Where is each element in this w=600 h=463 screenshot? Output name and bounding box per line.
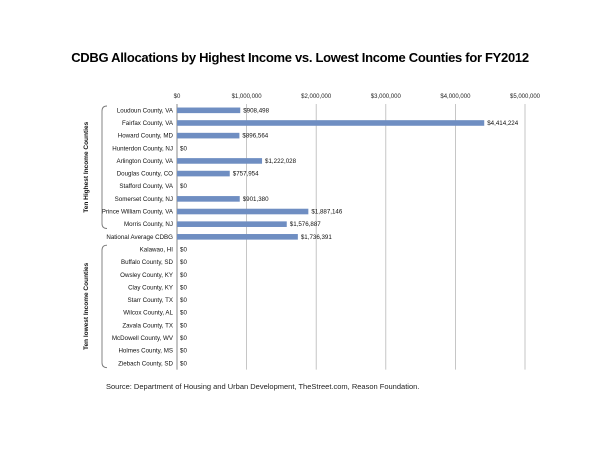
- value-label: $0: [180, 259, 187, 266]
- bar: [177, 132, 240, 139]
- x-tick-label: $3,000,000: [371, 94, 402, 100]
- value-label: $908,498: [243, 107, 269, 114]
- value-label: $1,576,887: [290, 221, 322, 228]
- value-label: $0: [180, 272, 187, 279]
- group-label: Ten lowest Income Counties: [83, 262, 90, 350]
- chart-title: CDBG Allocations by Highest Income vs. L…: [71, 50, 529, 65]
- value-label: $0: [180, 310, 187, 317]
- group-brackets: Ten Highest Income Counties Ten lowest In…: [83, 105, 108, 369]
- value-label: $0: [180, 348, 187, 355]
- category-label: Morris County, NJ: [124, 221, 173, 228]
- category-label: Hunterdon County, NJ: [112, 145, 173, 152]
- category-label: Zavala County, TX: [122, 322, 173, 329]
- value-label: $1,887,146: [311, 209, 343, 216]
- category-label: Ziebach County, SD: [118, 360, 173, 367]
- value-label: $896,564: [242, 133, 268, 140]
- category-label: Loudoun County, VA: [117, 107, 174, 114]
- value-labels: $908,498 $4,414,224 $896,564 $0 $1,222,028 $7…: [180, 107, 519, 367]
- bar: [177, 221, 287, 227]
- bar: [177, 208, 309, 215]
- category-label: National Average CDBG: [106, 234, 173, 241]
- bar: [177, 158, 263, 164]
- bars: [177, 107, 485, 240]
- bar: [177, 120, 485, 126]
- x-tick-label: $5,000,000: [510, 94, 541, 100]
- value-label: $4,414,224: [487, 120, 519, 127]
- category-labels: Loudoun County, VA Fairfax County, VA Howa…: [102, 107, 174, 367]
- x-tick-label: $4,000,000: [440, 94, 471, 100]
- category-label: Douglas County, CO: [117, 171, 173, 178]
- category-label: Howard County, MD: [118, 133, 174, 140]
- category-label: Arlington County, VA: [116, 158, 173, 165]
- group-label: Ten Highest Income Counties: [83, 121, 90, 212]
- category-label: Kalawao, HI: [140, 246, 174, 253]
- category-label: McDowell County, WV: [112, 335, 174, 342]
- category-label: Holmes County, MS: [118, 348, 173, 355]
- category-label: Clay County, KY: [128, 284, 173, 291]
- x-tick-label: $0: [174, 94, 181, 100]
- category-label: Wilcox County, AL: [123, 310, 173, 317]
- x-tick-label: $2,000,000: [301, 94, 332, 100]
- category-label: Stafford County, VA: [119, 183, 174, 190]
- value-label: $0: [180, 183, 187, 190]
- x-axis-ticks: $0 $1,000,000 $2,000,000 $3,000,000 $4,000,0…: [174, 94, 541, 100]
- value-label: $0: [180, 297, 187, 304]
- bar: [177, 234, 298, 240]
- value-label: $757,954: [233, 171, 259, 178]
- x-tick-label: $1,000,000: [232, 94, 263, 100]
- value-label: $0: [180, 335, 187, 342]
- value-label: $0: [180, 246, 187, 253]
- source-note: Source: Department of Housing and Urban …: [106, 382, 420, 391]
- value-label: $901,380: [243, 196, 269, 203]
- value-label: $0: [180, 284, 187, 291]
- category-label: Somerset County, NJ: [115, 196, 173, 203]
- bar: [177, 107, 241, 114]
- group-bracket: [101, 244, 108, 369]
- value-label: $0: [180, 145, 187, 152]
- category-label: Starr County, TX: [127, 297, 173, 304]
- value-label: $1,222,028: [265, 158, 297, 165]
- value-label: $1,736,391: [301, 234, 333, 241]
- group-bracket: [101, 105, 108, 229]
- bar: [177, 196, 240, 202]
- value-label: $0: [180, 360, 187, 367]
- category-label: Owsley County, KY: [120, 272, 173, 279]
- category-label: Buffalo County, SD: [121, 259, 174, 266]
- category-label: Fairfax County, VA: [122, 120, 174, 127]
- value-label: $0: [180, 322, 187, 329]
- bar: [177, 170, 230, 177]
- category-label: Prince William County, VA: [102, 209, 174, 216]
